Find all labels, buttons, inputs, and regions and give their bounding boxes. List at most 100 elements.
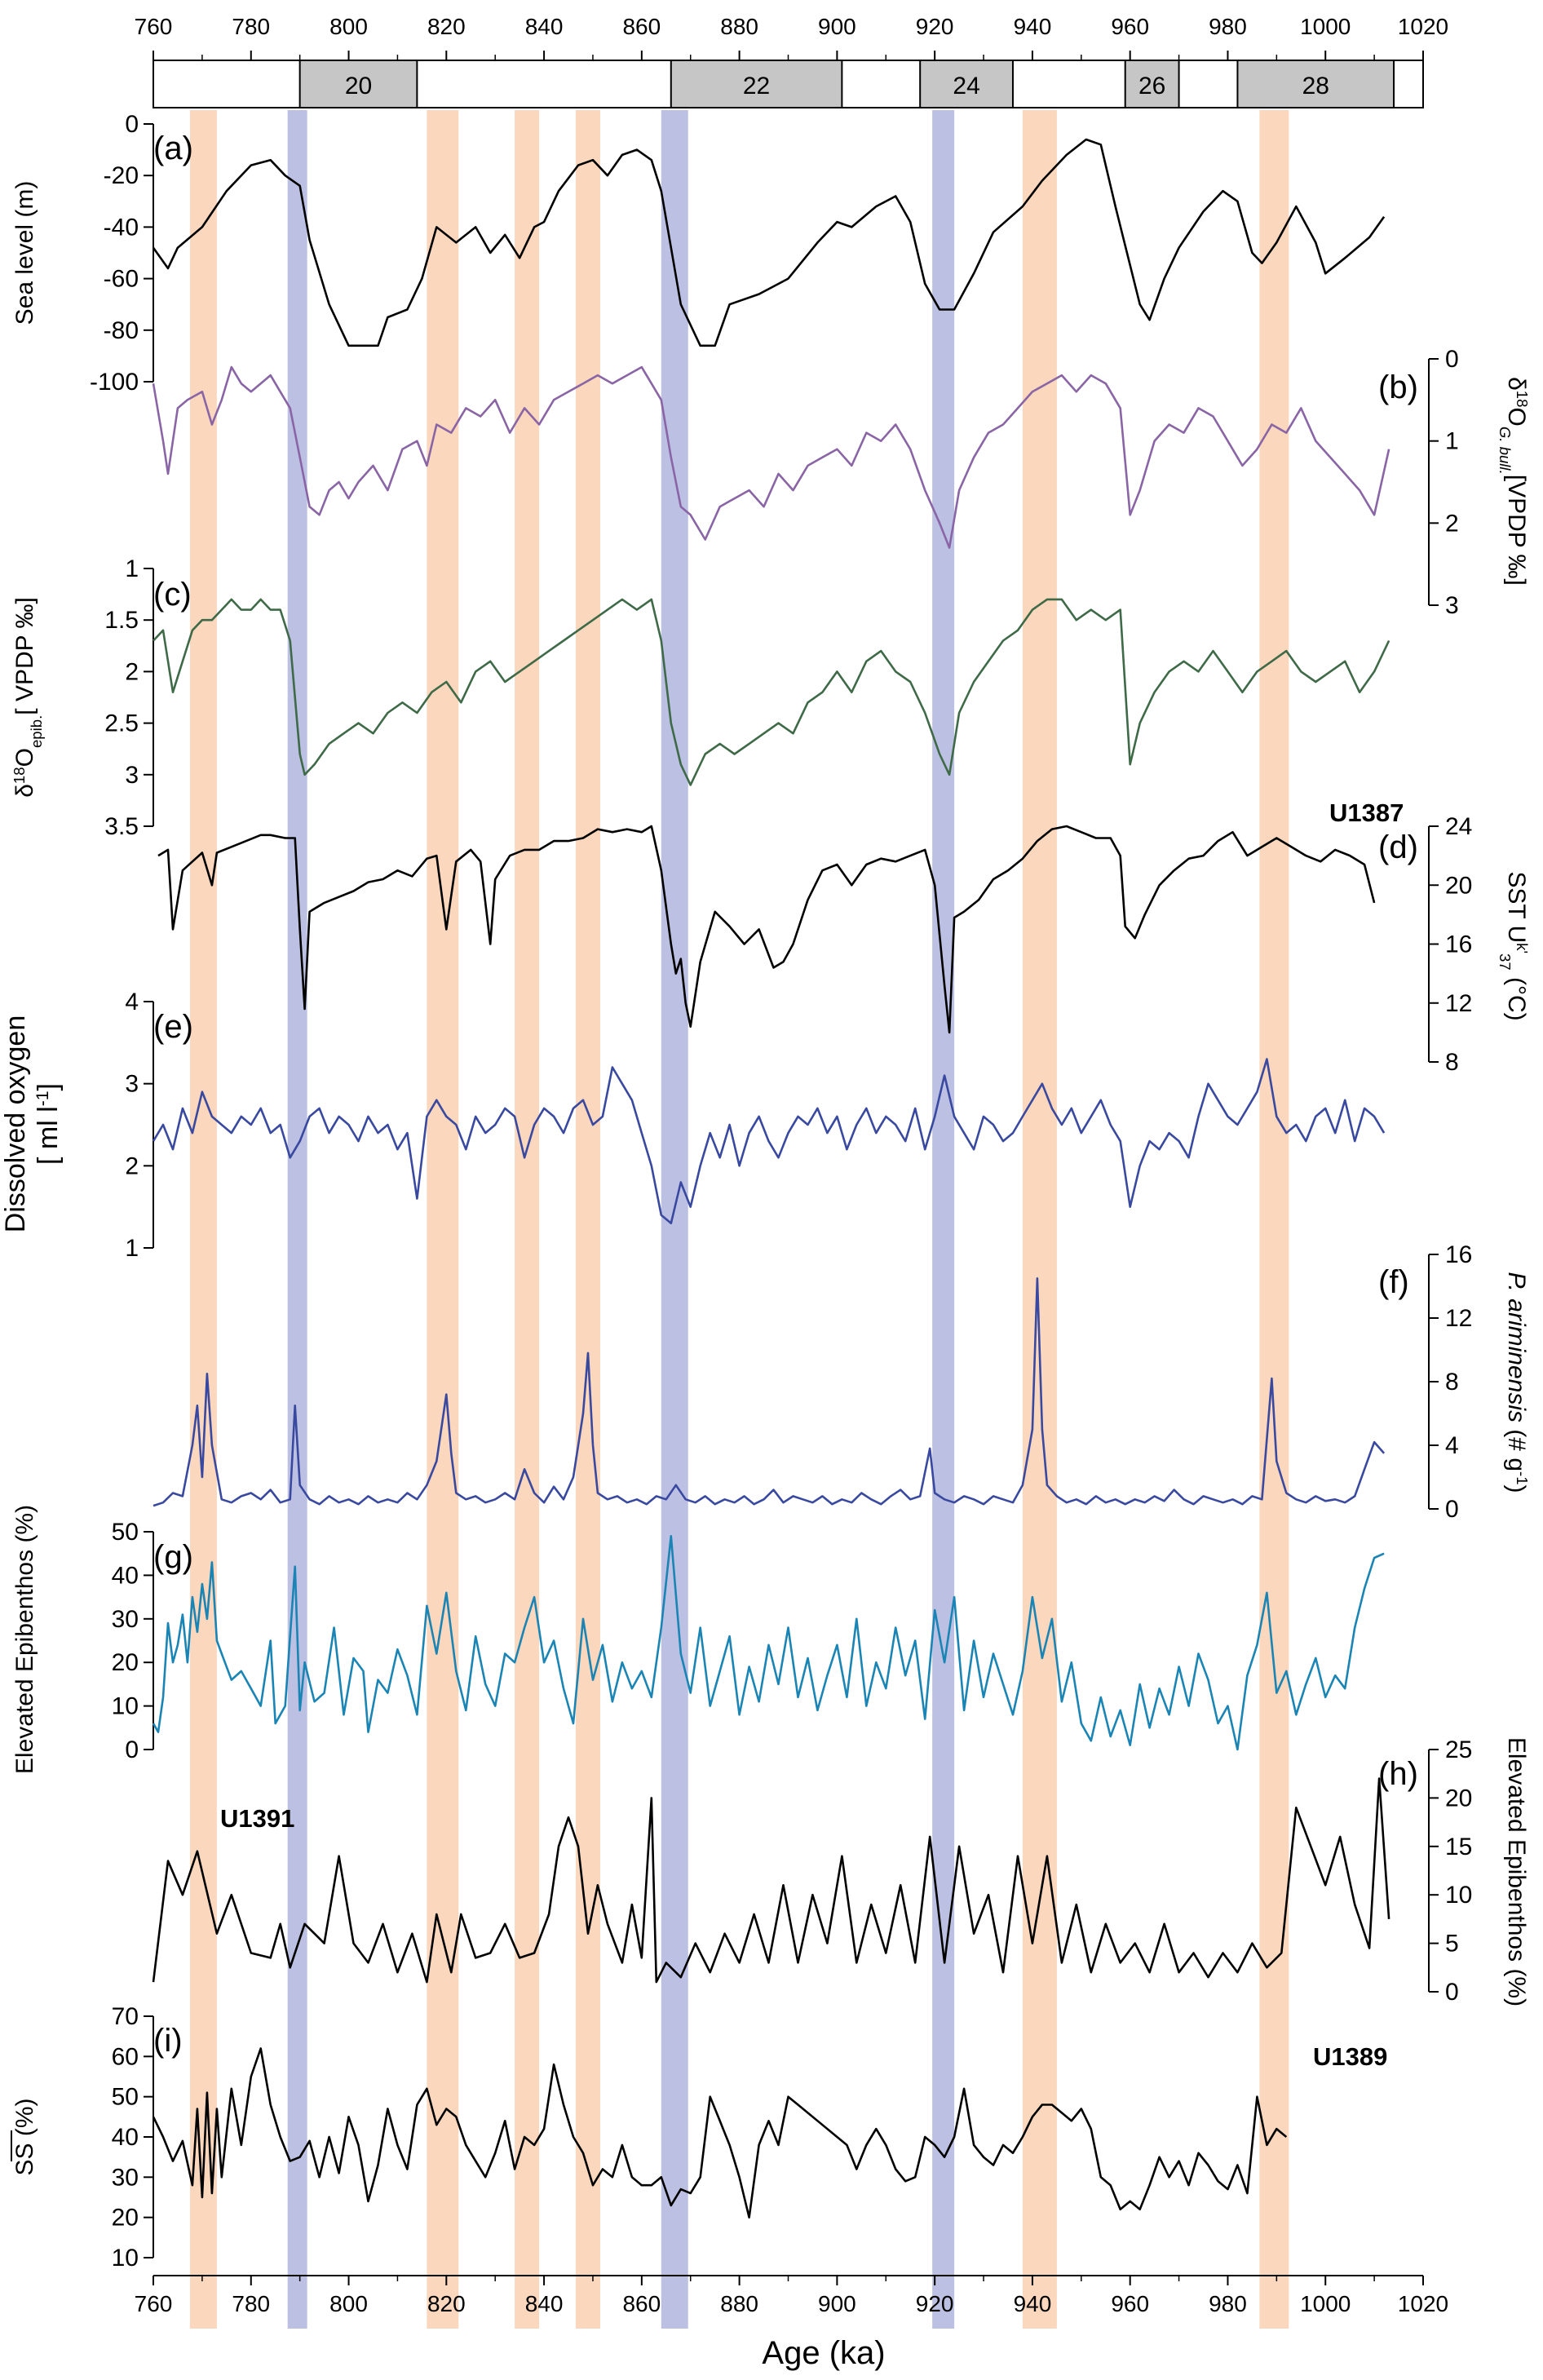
- y-tick-label-f: 8: [1445, 1369, 1459, 1396]
- y-tick-label-b: 0: [1445, 346, 1459, 373]
- site-label-h: U1391: [220, 1804, 294, 1833]
- y-tick-label-a: -20: [104, 162, 139, 189]
- panel-g: 0 10 20 30 40 50 (g) Elevated Epibenthos (%): [11, 1505, 1385, 1774]
- orange-band-5: [1259, 110, 1289, 2329]
- series-line-a: [152, 138, 1386, 347]
- panel-h: 0 5 10 15 20 25 (h) U1391 Elevated Epibenthos (%…: [152, 1736, 1530, 2006]
- panel-label-h: (h): [1378, 1756, 1418, 1792]
- series-line-d: [157, 825, 1376, 1034]
- top-tick-label-1000: 1000: [1300, 14, 1351, 39]
- y-label-b: δ18OG. bull.[VPDP ‰]: [1497, 377, 1532, 586]
- bottom-tick-label-900: 900: [818, 2291, 856, 2316]
- y-tick-label-c: 1: [125, 555, 139, 582]
- y-label-f: P. ariminensis (# g-1): [1503, 1272, 1532, 1493]
- top-tick-label-980: 980: [1209, 14, 1247, 39]
- orange-band-0: [189, 110, 217, 2329]
- mis-stage-label-22: 22: [743, 73, 770, 100]
- y-tick-label-a: -60: [104, 266, 139, 293]
- panel-i: 10 20 30 40 50 60 70 (i) U1389 SS (%): [11, 2003, 1387, 2272]
- y-label-i: SS (%): [11, 2098, 38, 2176]
- top-tick-label-860: 860: [622, 14, 661, 39]
- bottom-tick-label-880: 880: [720, 2291, 758, 2316]
- y-tick-label-e: 4: [125, 989, 139, 1015]
- y-tick-label-i: 30: [112, 2164, 139, 2191]
- panel-label-f: (f): [1378, 1264, 1409, 1300]
- y-tick-label-g: 40: [112, 1562, 139, 1589]
- mis-stage-label-24: 24: [953, 73, 979, 100]
- panel-label-b: (b): [1378, 369, 1418, 405]
- y-tick-label-c: 2.5: [104, 710, 139, 737]
- x-axis-label: Age (ka): [762, 2335, 885, 2371]
- top-tick-label-780: 780: [232, 14, 270, 39]
- y-tick-label-g: 30: [112, 1606, 139, 1633]
- y-tick-label-d: 24: [1445, 813, 1472, 840]
- panel-label-d: (d): [1378, 829, 1418, 865]
- bottom-tick-label-800: 800: [329, 2291, 368, 2316]
- bottom-tick-label-960: 960: [1111, 2291, 1149, 2316]
- y-tick-label-i: 60: [112, 2043, 139, 2070]
- top-tick-label-940: 940: [1014, 14, 1052, 39]
- y-tick-label-g: 10: [112, 1693, 139, 1720]
- y-label-h: Elevated Epibenthos (%): [1503, 1737, 1530, 2006]
- y-label-g: Elevated Epibenthos (%): [11, 1505, 38, 1774]
- bottom-age-axis: Age (ka) 760 780 800 820 840 860 880 900 920 940 9…: [135, 2275, 1448, 2371]
- top-tick-label-840: 840: [525, 14, 564, 39]
- panel-a: 0 -20 -40 -60 -80 -100 (a) Sea level (m): [11, 111, 1386, 396]
- y-tick-label-i: 20: [112, 2205, 139, 2232]
- series-line-b: [152, 365, 1390, 549]
- y-tick-label-h: 25: [1445, 1736, 1472, 1763]
- y-label-text-e: Dissolved oxygen: [0, 1015, 31, 1232]
- bottom-tick-label-940: 940: [1014, 2291, 1052, 2316]
- y-label-text-i: SS (%): [11, 2098, 38, 2175]
- top-tick-label-800: 800: [329, 14, 368, 39]
- y-tick-label-c: 1.5: [104, 607, 139, 634]
- y-tick-label-h: 10: [1445, 1882, 1472, 1909]
- y-label-unit-e: [ ml l-1]: [33, 1083, 64, 1165]
- panel-f: 0 4 8 12 16 (f) P. ariminensis (# g-1): [153, 1241, 1532, 1523]
- mis-stage-26: [1124, 60, 1180, 108]
- y-tick-label-b: 2: [1445, 510, 1459, 537]
- bottom-tick-label-820: 820: [427, 2291, 466, 2316]
- y-tick-label-e: 2: [125, 1152, 139, 1179]
- y-label-text-a: Sea level (m): [11, 181, 38, 325]
- y-tick-label-c: 3.5: [104, 813, 139, 840]
- y-label-text-f: P. ariminensis (# g-1): [1503, 1272, 1532, 1493]
- bottom-tick-label-780: 780: [232, 2291, 270, 2316]
- y-tick-label-a: -100: [90, 369, 139, 396]
- orange-band-2: [515, 110, 540, 2329]
- mis-stage-28: [1236, 60, 1395, 108]
- y-tick-label-d: 12: [1445, 990, 1472, 1017]
- mis-stage-label-20: 20: [345, 73, 372, 100]
- bottom-tick-label-840: 840: [525, 2291, 564, 2316]
- bottom-tick-label-1000: 1000: [1300, 2291, 1351, 2316]
- top-tick-label-920: 920: [916, 14, 954, 39]
- panel-e: 1 2 3 4 (e) Dissolved oxygen[ ml l-1]: [0, 989, 1386, 1262]
- y-tick-label-i: 50: [112, 2084, 139, 2111]
- top-tick-label-1020: 1020: [1398, 14, 1448, 39]
- mis-stage-20: [298, 60, 418, 108]
- y-tick-label-f: 12: [1445, 1305, 1472, 1332]
- y-tick-label-g: 0: [125, 1736, 139, 1763]
- mis-stage-22: [670, 60, 843, 108]
- site-label-i: U1389: [1313, 2042, 1387, 2071]
- y-tick-label-h: 20: [1445, 1785, 1472, 1812]
- bottom-tick-label-860: 860: [622, 2291, 661, 2316]
- panel-c: 1 1.5 2 2.5 3 3.5 (c) δ18Oepib.[ VPDP ‰]: [11, 555, 1390, 840]
- bottom-tick-label-1020: 1020: [1398, 2291, 1448, 2316]
- y-tick-label-f: 4: [1445, 1432, 1459, 1459]
- panel-label-e: (e): [153, 1009, 193, 1045]
- y-label-text-b: δ18OG. bull.[VPDP ‰]: [1497, 377, 1532, 586]
- panel-label-c: (c): [153, 577, 192, 613]
- y-tick-label-c: 3: [125, 762, 139, 789]
- series-line-g: [152, 1535, 1385, 1751]
- top-age-axis: 760 780 800 820 840 860 880 900 920 940 960 980 1000…: [135, 14, 1448, 60]
- y-tick-label-h: 0: [1445, 1979, 1459, 2006]
- series-line-e: [152, 1058, 1386, 1225]
- blue-band-2: [932, 110, 955, 2329]
- y-tick-label-d: 16: [1445, 931, 1472, 958]
- proxy-panels: 0-20-40-60-80-100(a)Sea level (m)0123(b)…: [0, 111, 1532, 2272]
- series-line-f: [153, 1277, 1386, 1507]
- y-tick-label-a: -40: [104, 214, 139, 241]
- y-label-d: SST Uk'37 (°C): [1497, 871, 1532, 1020]
